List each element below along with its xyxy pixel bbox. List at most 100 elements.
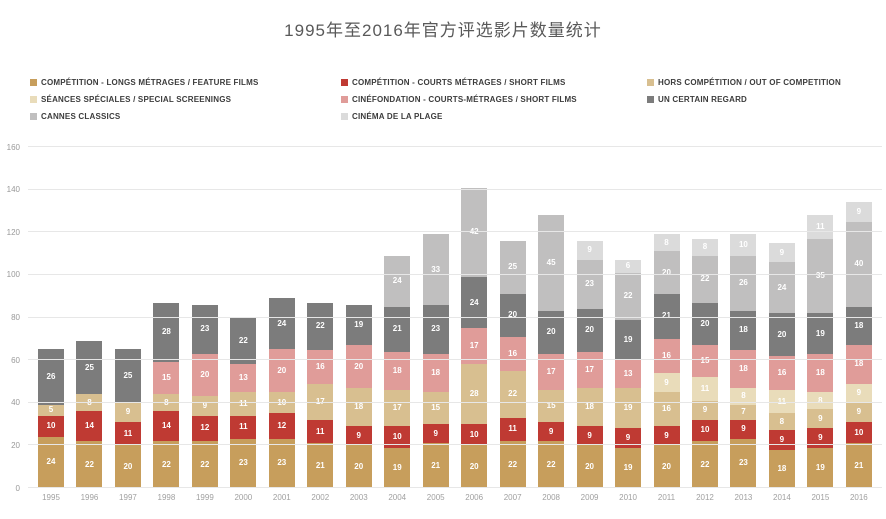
bar-value-label: 11 <box>239 422 248 432</box>
bar-segment: 28 <box>153 302 180 363</box>
bar-2005: 21 9 15 18 23 33 2005 <box>422 234 449 502</box>
bar-segment: 40 <box>845 221 872 307</box>
bar-segment: 23 <box>576 259 603 309</box>
bar-value-label: 22 <box>508 389 518 399</box>
bar-value-label: 23 <box>585 279 595 289</box>
bar-value-label: 18 <box>854 359 864 369</box>
bar-value-label: 11 <box>239 398 248 408</box>
bar-value-label: 16 <box>777 367 787 377</box>
bar-segment: 12 <box>268 413 295 439</box>
legend-label: CINÉMA DE LA PLAGE <box>352 112 443 121</box>
bar-value-label: 9 <box>664 430 669 440</box>
bar-value-label: 28 <box>161 327 171 337</box>
x-axis-tick-label: 2007 <box>503 493 522 502</box>
bar-segment: 17 <box>576 351 603 388</box>
bar-value-label: 13 <box>238 373 248 383</box>
bar-segment: 10 <box>268 392 295 414</box>
bar-segment: 20 <box>461 445 488 488</box>
bar-value-label: 8 <box>818 395 823 405</box>
bar-value-label: 14 <box>85 421 94 431</box>
bar-value-label: 16 <box>662 350 671 360</box>
bar-value-label: 23 <box>200 324 210 334</box>
bar-segment: 22 <box>153 441 180 488</box>
y-axis-tick-label: 60 <box>11 355 20 365</box>
bar-2003: 20 9 18 20 19 2003 <box>345 304 372 502</box>
bar-segment: 21 <box>845 443 872 488</box>
bar-segment: 19 <box>345 304 372 346</box>
bar-segment: 9 <box>653 372 680 393</box>
legend-label: UN CERTAIN REGARD <box>658 95 748 104</box>
bar-value-label: 9 <box>202 400 208 410</box>
bar-value-label: 20 <box>123 461 133 471</box>
bar-segment: 25 <box>499 240 526 295</box>
bar-segment: 11 <box>499 417 526 442</box>
bar-segment: 19 <box>384 447 411 488</box>
bar-value-label: 22 <box>508 459 518 469</box>
bar-value-label: 9 <box>356 430 361 440</box>
legend-label: HORS COMPÉTITION / OUT OF COMPETITION <box>658 78 841 87</box>
bar-segment: 23 <box>422 304 449 354</box>
bar-segment: 15 <box>153 362 180 395</box>
bar-segment: 23 <box>230 438 257 488</box>
bar-2013: 23 9 7 8 18 18 26 10 2013 <box>730 234 757 502</box>
bar-segment: 16 <box>653 338 680 373</box>
bar-segment: 18 <box>768 449 795 488</box>
bar-value-label: 16 <box>662 404 671 414</box>
bar-segment: 21 <box>422 443 449 488</box>
plot-area: 2410526199522148251996201192519972214815… <box>7 143 882 502</box>
bar-value-label: 18 <box>431 367 441 377</box>
bar-value-label: 22 <box>161 459 171 469</box>
bar-value-label: 19 <box>623 462 633 472</box>
bar-2001: 23 12 10 20 24 2001 <box>268 298 295 502</box>
bar-segment: 8 <box>153 394 180 412</box>
bar-value-label: 24 <box>469 297 479 307</box>
bar-2014: 18 9 8 11 16 20 24 9 2014 <box>768 242 795 502</box>
x-axis-tick-label: 2009 <box>580 493 599 502</box>
bar-value-label: 11 <box>700 383 710 393</box>
bar-segment: 20 <box>768 313 795 356</box>
bar-segment: 20 <box>691 302 718 346</box>
bar-value-label: 10 <box>469 429 479 439</box>
bar-2004: 19 10 17 18 21 24 2004 <box>384 255 411 502</box>
bar-value-label: 9 <box>702 405 708 415</box>
bar-value-label: 17 <box>392 403 402 413</box>
bar-value-label: 12 <box>277 421 287 431</box>
bar-value-label: 10 <box>738 240 748 250</box>
bar-segment: 10 <box>38 415 64 437</box>
legend-swatch <box>30 79 37 86</box>
bar-segment: 9 <box>768 430 795 450</box>
bar-segment: 9 <box>191 396 218 416</box>
bar-segment: 20 <box>653 445 680 488</box>
x-axis-tick-label: 2010 <box>619 493 637 502</box>
bar-1999: 22 12 9 20 23 1999 <box>191 304 218 502</box>
bar-segment: 9 <box>730 419 757 439</box>
legend-label: SÉANCES SPÉCIALES / SPECIAL SCREENINGS <box>41 95 232 104</box>
bar-value-label: 23 <box>277 458 287 468</box>
bar-value-label: 17 <box>546 366 556 376</box>
bar-segment: 8 <box>730 387 757 405</box>
bar-segment: 22 <box>499 441 526 488</box>
gridline <box>28 146 882 147</box>
bar-segment: 18 <box>384 351 411 390</box>
bar-segment: 22 <box>191 441 218 488</box>
y-axis-tick-label: 80 <box>11 313 20 322</box>
bar-value-label: 10 <box>854 427 864 437</box>
legend-item: HORS COMPÉTITION / OUT OF COMPETITION <box>647 78 880 87</box>
bar-segment: 24 <box>768 262 795 314</box>
bar-value-label: 20 <box>354 461 364 471</box>
bar-segment: 18 <box>807 353 834 393</box>
bar-value-label: 6 <box>625 261 631 271</box>
x-axis-tick-label: 2014 <box>773 493 791 502</box>
bar-segment: 10 <box>845 421 872 444</box>
gridline <box>28 401 882 403</box>
bar-segment: 13 <box>615 360 642 388</box>
bar-value-label: 20 <box>777 329 787 339</box>
bar-segment: 9 <box>845 202 872 222</box>
bar-segment: 8 <box>691 238 718 256</box>
x-axis-tick-label: 1997 <box>119 493 137 502</box>
bar-segment: 9 <box>538 421 565 442</box>
bar-value-label: 10 <box>392 431 402 441</box>
bar-value-label: 24 <box>777 282 787 292</box>
bar-2011: 20 9 16 9 16 21 20 8 2011 <box>653 234 680 502</box>
bar-segment: 22 <box>230 317 257 365</box>
